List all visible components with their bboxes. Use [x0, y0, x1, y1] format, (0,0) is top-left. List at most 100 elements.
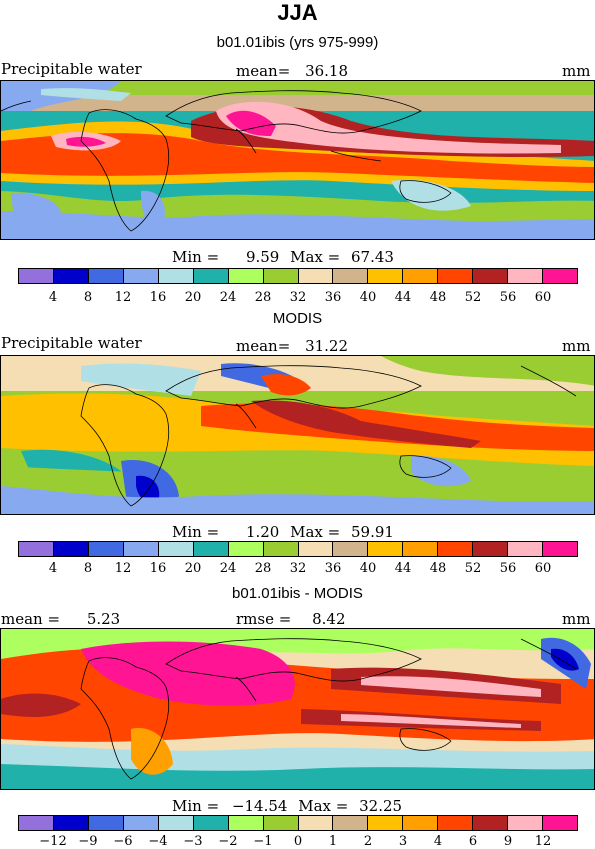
panel-1-colorbar-tick-label: 4	[48, 290, 58, 305]
panel-1-colorbar-tick-label: 12	[114, 290, 132, 305]
panel-2-variable-label: Precipitable water	[1, 334, 142, 352]
panel-1-mean-value: 36.18	[305, 62, 349, 80]
panel-1-colorbar-tick-label: 36	[324, 290, 342, 305]
panel-2-colorbar-tick-label: 16	[149, 561, 167, 576]
panel-1-colorbar-tick-label: 56	[499, 290, 517, 305]
panel-1-colorbar-cell	[508, 269, 544, 283]
panel-1-min-label: Min =	[172, 248, 220, 266]
panel-3-colorbar-cell	[19, 816, 54, 830]
panel-2-mean-label: mean=	[236, 337, 291, 355]
panel-1-variable-label: Precipitable water	[1, 60, 142, 78]
panel-3-colorbar-tick-label: 3	[398, 834, 408, 849]
panel-2-colorbar-tick-label: 48	[429, 561, 447, 576]
panel-3-colorbar-cell	[508, 816, 544, 830]
panel-3-colorbar-tick-label: 9	[503, 834, 513, 849]
panel-3-colorbar-cell	[158, 816, 194, 830]
panel-3-colorbar-tick-label: −2	[218, 834, 238, 849]
panel-3-colorbar-cell	[473, 816, 509, 830]
panel-2-colorbar-tick-label: 12	[114, 561, 132, 576]
panel-2-min-value: 1.20	[245, 523, 280, 541]
panel-2-colorbar-cell	[438, 542, 474, 556]
panel-3-colorbar-cell	[228, 816, 264, 830]
panel-3-map-svg	[1, 629, 594, 789]
panel-1-colorbar-cell	[543, 269, 577, 283]
panel-3-title: b01.01ibis - MODIS	[232, 585, 363, 602]
panel-1-colorbar-cell	[53, 269, 89, 283]
panel-1-colorbar-cell	[88, 269, 124, 283]
panel-1-colorbar-tick-label: 44	[394, 290, 412, 305]
panel-1-colorbar	[18, 268, 578, 284]
panel-3-colorbar-cell	[543, 816, 577, 830]
panel-2-colorbar-tick-label: 40	[359, 561, 377, 576]
panel-3-colorbar-tick-label: 0	[293, 834, 303, 849]
panel-2-colorbar-cell	[543, 542, 577, 556]
panel-3-colorbar-tick-label: −9	[78, 834, 98, 849]
panel-1-map	[0, 80, 595, 240]
panel-2-colorbar-cell	[193, 542, 229, 556]
panel-3-units: mm	[562, 610, 591, 628]
panel-1-colorbar-tick-label: 8	[83, 290, 93, 305]
panel-2-colorbar-cell	[158, 542, 194, 556]
panel-1-colorbar-cell	[123, 269, 159, 283]
panel-2-min-label: Min =	[172, 523, 220, 541]
panel-1-colorbar-cell	[298, 269, 334, 283]
panel-3-colorbar-tick-label: −6	[113, 834, 133, 849]
panel-2-colorbar-cell	[298, 542, 334, 556]
panel-2-colorbar-tick-label: 56	[499, 561, 517, 576]
panel-1-map-svg	[1, 81, 594, 239]
panel-1-colorbar-tick-label: 60	[534, 290, 552, 305]
panel-2-colorbar-tick-label: 24	[219, 561, 237, 576]
panel-1-colorbar-cell	[228, 269, 264, 283]
panel-1-mean-label: mean=	[236, 62, 291, 80]
panel-3-mean-label: mean =	[1, 610, 61, 628]
panel-1-colorbar-cell	[263, 269, 299, 283]
panel-1-colorbar-tick-label: 16	[149, 290, 167, 305]
panel-2-colorbar-tick-label: 4	[48, 561, 58, 576]
panel-1-units: mm	[562, 62, 591, 80]
panel-3-colorbar-tick-label: 4	[433, 834, 443, 849]
panel-3-colorbar-cell	[438, 816, 474, 830]
panel-2-units: mm	[562, 337, 591, 355]
panel-3-mean-value: 5.23	[86, 610, 121, 628]
panel-3-colorbar-tick-label: 12	[534, 834, 552, 849]
panel-2-colorbar-tick-label: 52	[464, 561, 482, 576]
panel-1-colorbar-cell	[368, 269, 404, 283]
panel-2-colorbar	[18, 541, 578, 557]
panel-1-min-value: 9.59	[245, 248, 280, 266]
panel-1-colorbar-cell	[473, 269, 509, 283]
panel-2-map	[0, 355, 595, 515]
panel-1-colorbar-tick-label: 28	[254, 290, 272, 305]
panel-1-title: b01.01ibis (yrs 975-999)	[216, 34, 379, 51]
panel-2-colorbar-cell	[473, 542, 509, 556]
panel-1-colorbar-cell	[333, 269, 369, 283]
panel-1-colorbar-cell	[193, 269, 229, 283]
panel-2-colorbar-cell	[263, 542, 299, 556]
panel-2-max-label: Max =	[290, 523, 341, 541]
panel-1-max-label: Max =	[290, 248, 341, 266]
panel-2-title: MODIS	[272, 310, 323, 327]
panel-1-max-value: 67.43	[351, 248, 394, 266]
panel-3-colorbar-cell	[333, 816, 369, 830]
panel-2-colorbar-tick-label: 20	[184, 561, 202, 576]
panel-3-rmse-value: 8.42	[312, 610, 346, 628]
panel-3-colorbar-cell	[88, 816, 124, 830]
panel-3-max-label: Max =	[298, 797, 349, 815]
panel-3-min-value: −14.54	[231, 797, 288, 815]
panel-2-mean-value: 31.22	[305, 337, 349, 355]
panel-2-map-svg	[1, 356, 594, 514]
panel-2-colorbar-cell	[88, 542, 124, 556]
panel-3-colorbar	[18, 815, 578, 831]
panel-3-colorbar-cell	[53, 816, 89, 830]
panel-1-colorbar-tick-label: 32	[289, 290, 307, 305]
panel-3-colorbar-tick-label: −12	[39, 834, 67, 849]
panel-3-rmse-label: rmse =	[236, 610, 292, 628]
panel-3-colorbar-cell	[263, 816, 299, 830]
panel-2-colorbar-cell	[228, 542, 264, 556]
panel-3-colorbar-cell	[298, 816, 334, 830]
panel-1-colorbar-cell	[158, 269, 194, 283]
panel-2-colorbar-cell	[123, 542, 159, 556]
panel-2-max-value: 59.91	[351, 523, 394, 541]
panel-1-colorbar-cell	[19, 269, 54, 283]
panel-1-colorbar-tick-label: 52	[464, 290, 482, 305]
panel-2-colorbar-tick-label: 36	[324, 561, 342, 576]
